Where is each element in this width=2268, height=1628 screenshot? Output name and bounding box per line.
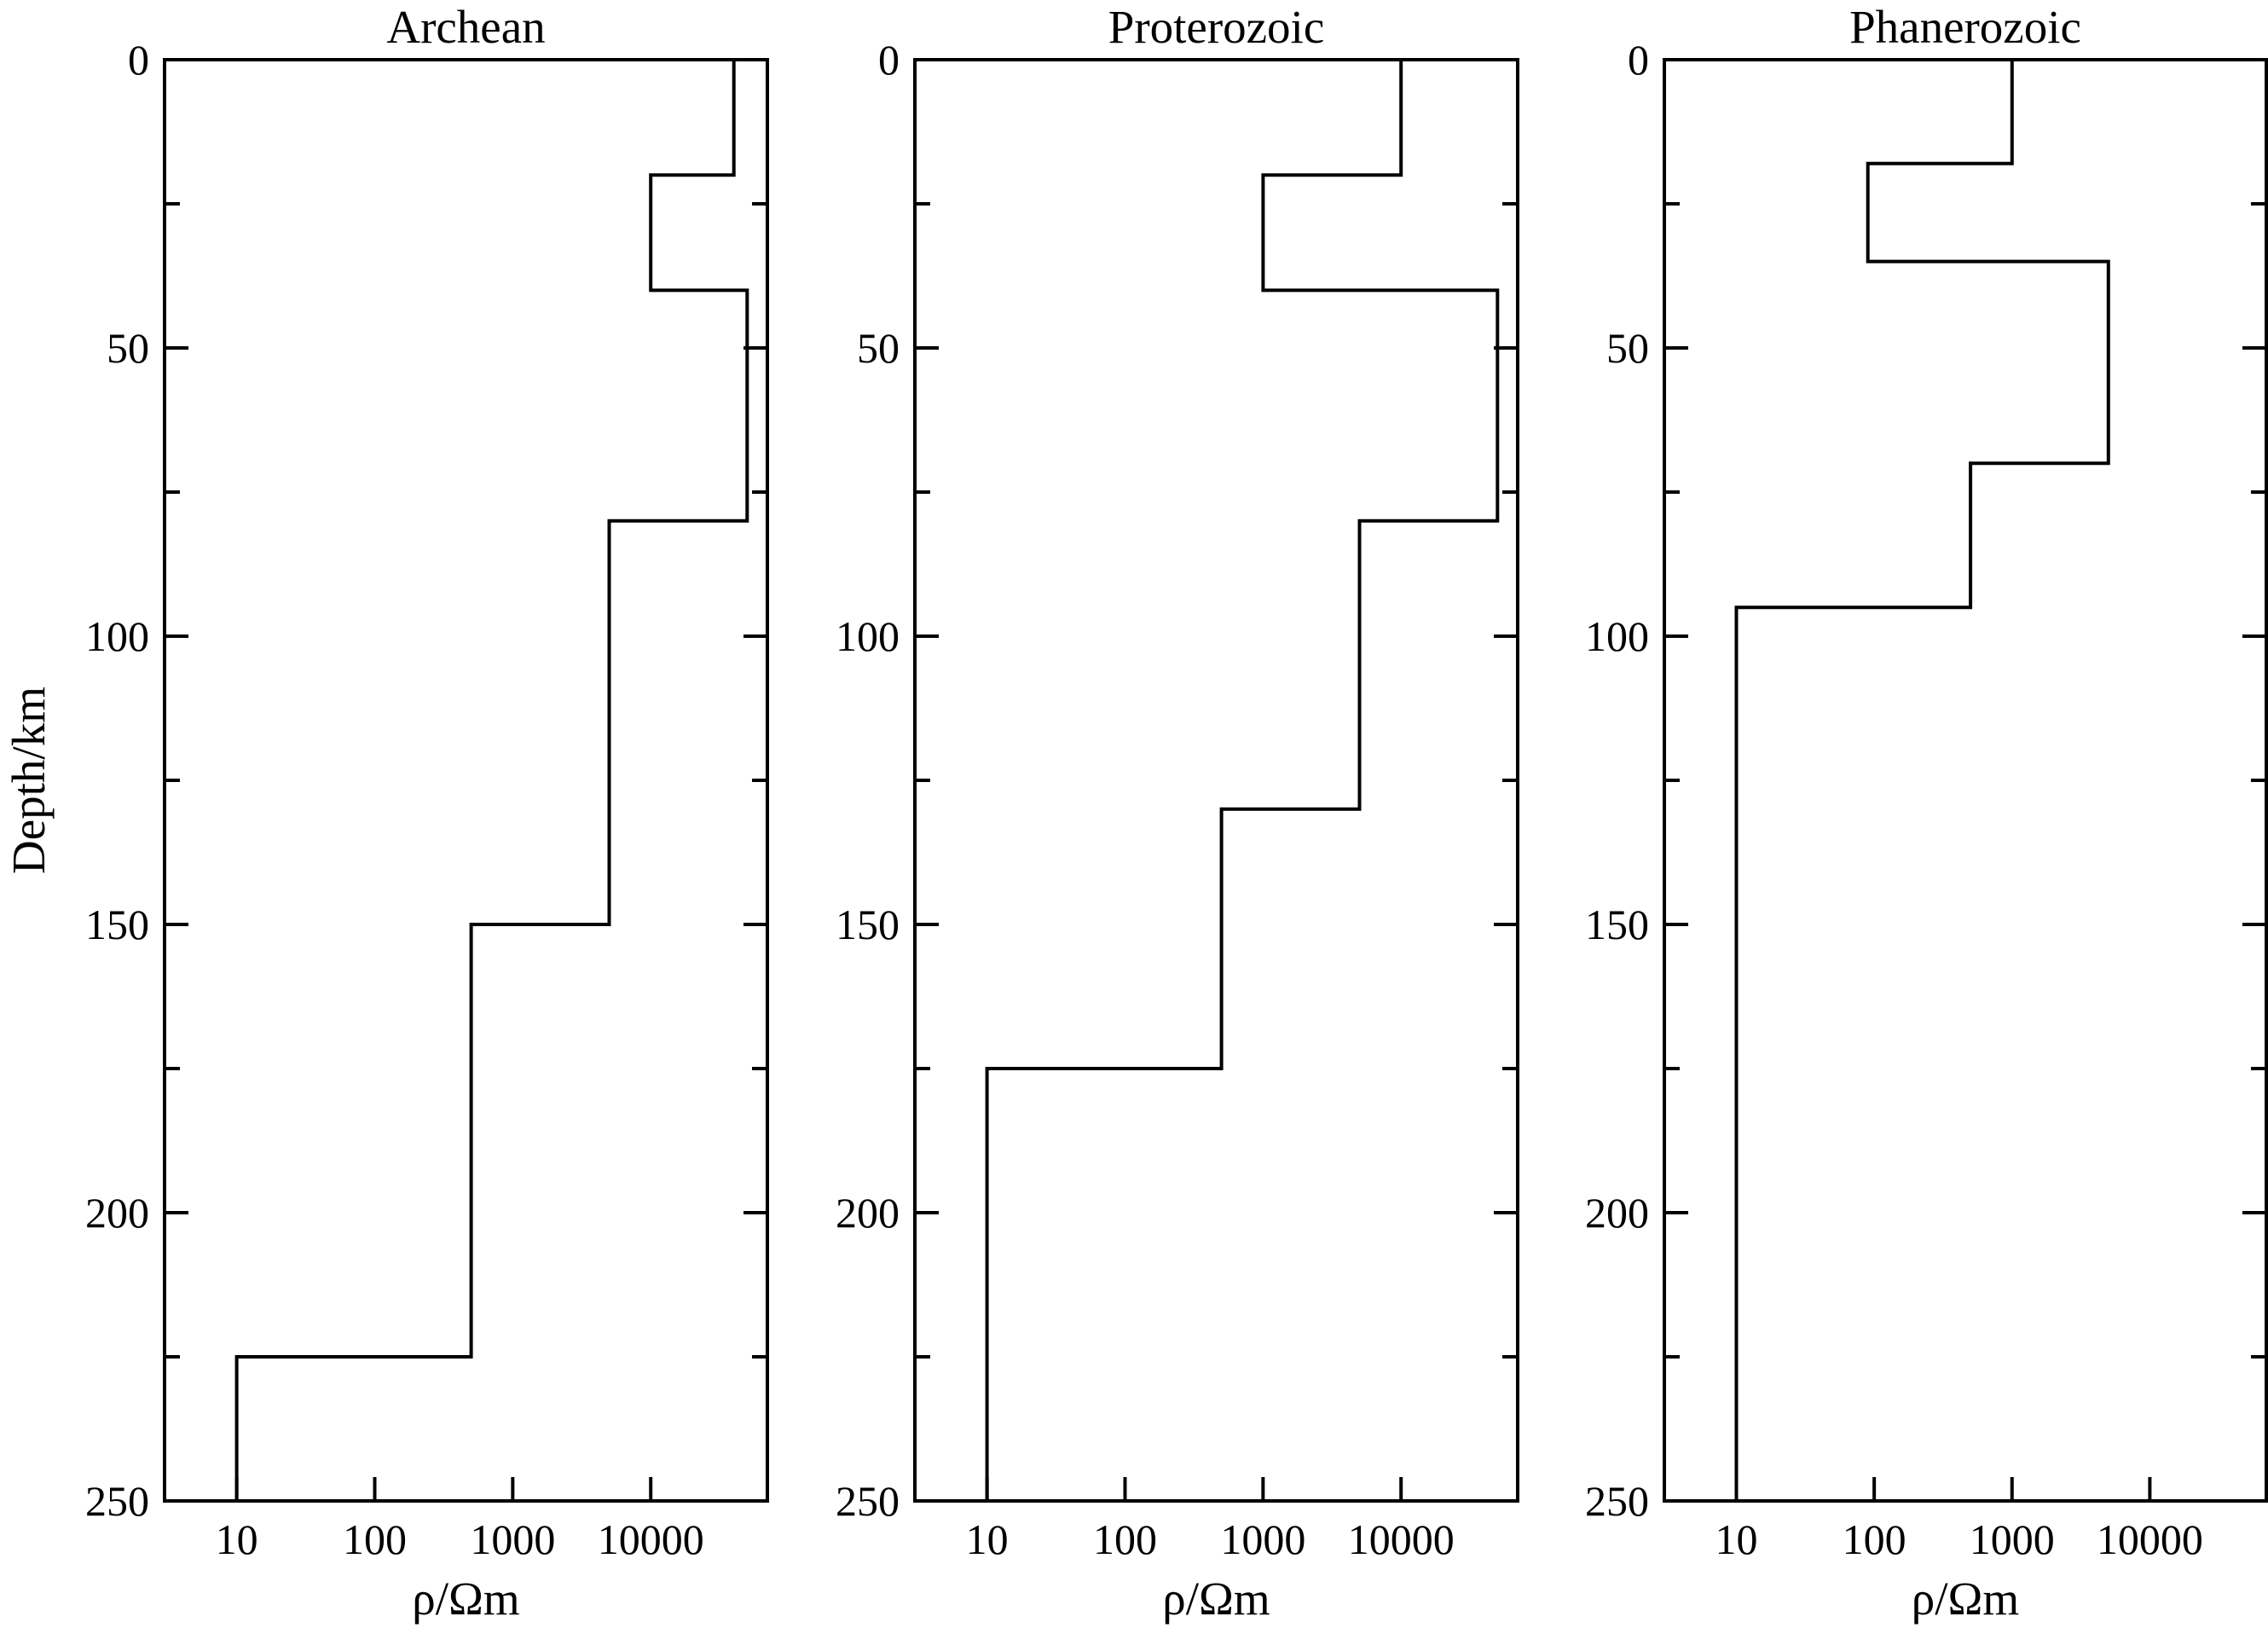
x-tick-label: 1000 [1970, 1515, 2055, 1563]
y-tick-label: 50 [1606, 324, 1649, 372]
panel-proterozoic: Proterozoic ρ/Ωm 0 50 100 150 200 250 10 100 100… [836, 1, 1519, 1625]
x-tick-label: 10 [1715, 1515, 1758, 1563]
x-tick-label: 10000 [1348, 1515, 1455, 1563]
x-tick-label: 100 [1093, 1515, 1157, 1563]
y-tick-label: 100 [1585, 612, 1649, 660]
x-tick-label: 10000 [2097, 1515, 2203, 1563]
plot-frame [163, 58, 769, 1503]
y-tick-label: 200 [85, 1189, 149, 1237]
y-tick-label: 250 [836, 1477, 900, 1525]
y-tick-label: 150 [1585, 901, 1649, 948]
y-tick-label: 100 [85, 612, 149, 660]
y-tick-label: 150 [836, 901, 900, 948]
panel-archean: Archean ρ/Ωm Depth/km 0 50 100 150 200 250 10 1… [3, 1, 769, 1625]
plot-frame [913, 58, 1519, 1503]
y-tick-label: 0 [1628, 36, 1649, 84]
resistivity-profile-line [234, 60, 749, 1501]
y-tick-label: 250 [85, 1477, 149, 1525]
x-axis-label: ρ/Ωm [1162, 1573, 1270, 1625]
resistivity-profile-line [985, 60, 1500, 1501]
y-tick-label: 250 [1585, 1477, 1649, 1525]
panel-title: Proterozoic [1108, 1, 1325, 53]
x-tick-label: 10000 [598, 1515, 704, 1563]
x-axis-label: ρ/Ωm [1912, 1573, 2019, 1625]
x-axis-label: ρ/Ωm [412, 1573, 519, 1625]
y-tick-label: 200 [836, 1189, 900, 1237]
plot-frame [1663, 58, 2268, 1503]
panel-title: Archean [386, 1, 545, 53]
y-tick-label: 0 [128, 36, 149, 84]
x-tick-label: 1000 [470, 1515, 555, 1563]
x-tick-label: 1000 [1220, 1515, 1305, 1563]
y-tick-label: 200 [1585, 1189, 1649, 1237]
y-tick-label: 100 [836, 612, 900, 660]
x-tick-label: 10 [216, 1515, 258, 1563]
panel-title: Phanerozoic [1849, 1, 2081, 53]
panel-phanerozoic: Phanerozoic ρ/Ωm 0 50 100 150 200 250 10 100 100… [1585, 1, 2268, 1625]
x-tick-label: 100 [1843, 1515, 1906, 1563]
y-tick-label: 150 [85, 901, 149, 948]
y-axis-label: Depth/km [3, 687, 55, 874]
x-tick-label: 100 [343, 1515, 407, 1563]
y-tick-label: 50 [857, 324, 900, 372]
resistivity-profile-line [1734, 60, 2110, 1501]
y-tick-label: 50 [107, 324, 149, 372]
y-tick-label: 0 [878, 36, 900, 84]
x-tick-label: 10 [966, 1515, 1009, 1563]
